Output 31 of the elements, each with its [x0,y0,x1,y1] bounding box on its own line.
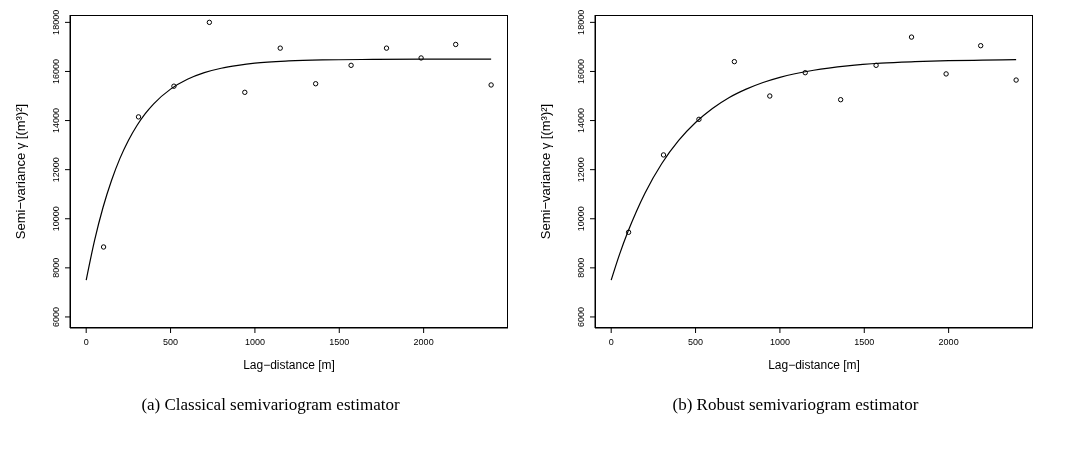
y-tick-label: 6000 [51,306,61,327]
y-tick-label: 12000 [576,157,586,183]
x-tick-label: 2000 [938,337,959,347]
y-tick-label: 18000 [51,9,61,35]
x-tick-label: 1000 [769,337,790,347]
y-tick-label: 6000 [576,306,586,327]
y-axis-title: Semi−variance γ [(m³)²] [537,103,553,240]
y-tick-label: 8000 [576,257,586,278]
x-tick-label: 2000 [413,337,434,347]
y-tick-label: 8000 [51,257,61,278]
x-tick-label: 0 [83,337,89,347]
text: (a) Classical semivariogram estimator [140,395,401,415]
x-tick-label: 500 [688,337,704,347]
x-tick-label: 500 [163,337,179,347]
y-tick-label: 18000 [576,9,586,35]
y-tick-label: 10000 [51,206,61,232]
y-tick-label: 14000 [51,108,61,134]
y-tick-label: 14000 [576,108,586,134]
x-tick-label: 1500 [854,337,875,347]
y-tick-label: 10000 [576,206,586,232]
x-axis-title: Lag−distance [m] [243,358,335,372]
y-tick-label: 16000 [51,58,61,84]
x-tick-label: 1000 [244,337,265,347]
y-tick-label: 12000 [51,157,61,183]
x-tick-label: 0 [608,337,614,347]
line-series [610,59,1017,281]
text: (b) Robust semivariogram estimator [671,395,920,415]
x-axis-title: Lag−distance [m] [768,358,860,372]
y-tick-label: 16000 [576,58,586,84]
y-axis-title: Semi−variance γ [(m³)²] [12,103,28,240]
x-tick-label: 1500 [329,337,350,347]
